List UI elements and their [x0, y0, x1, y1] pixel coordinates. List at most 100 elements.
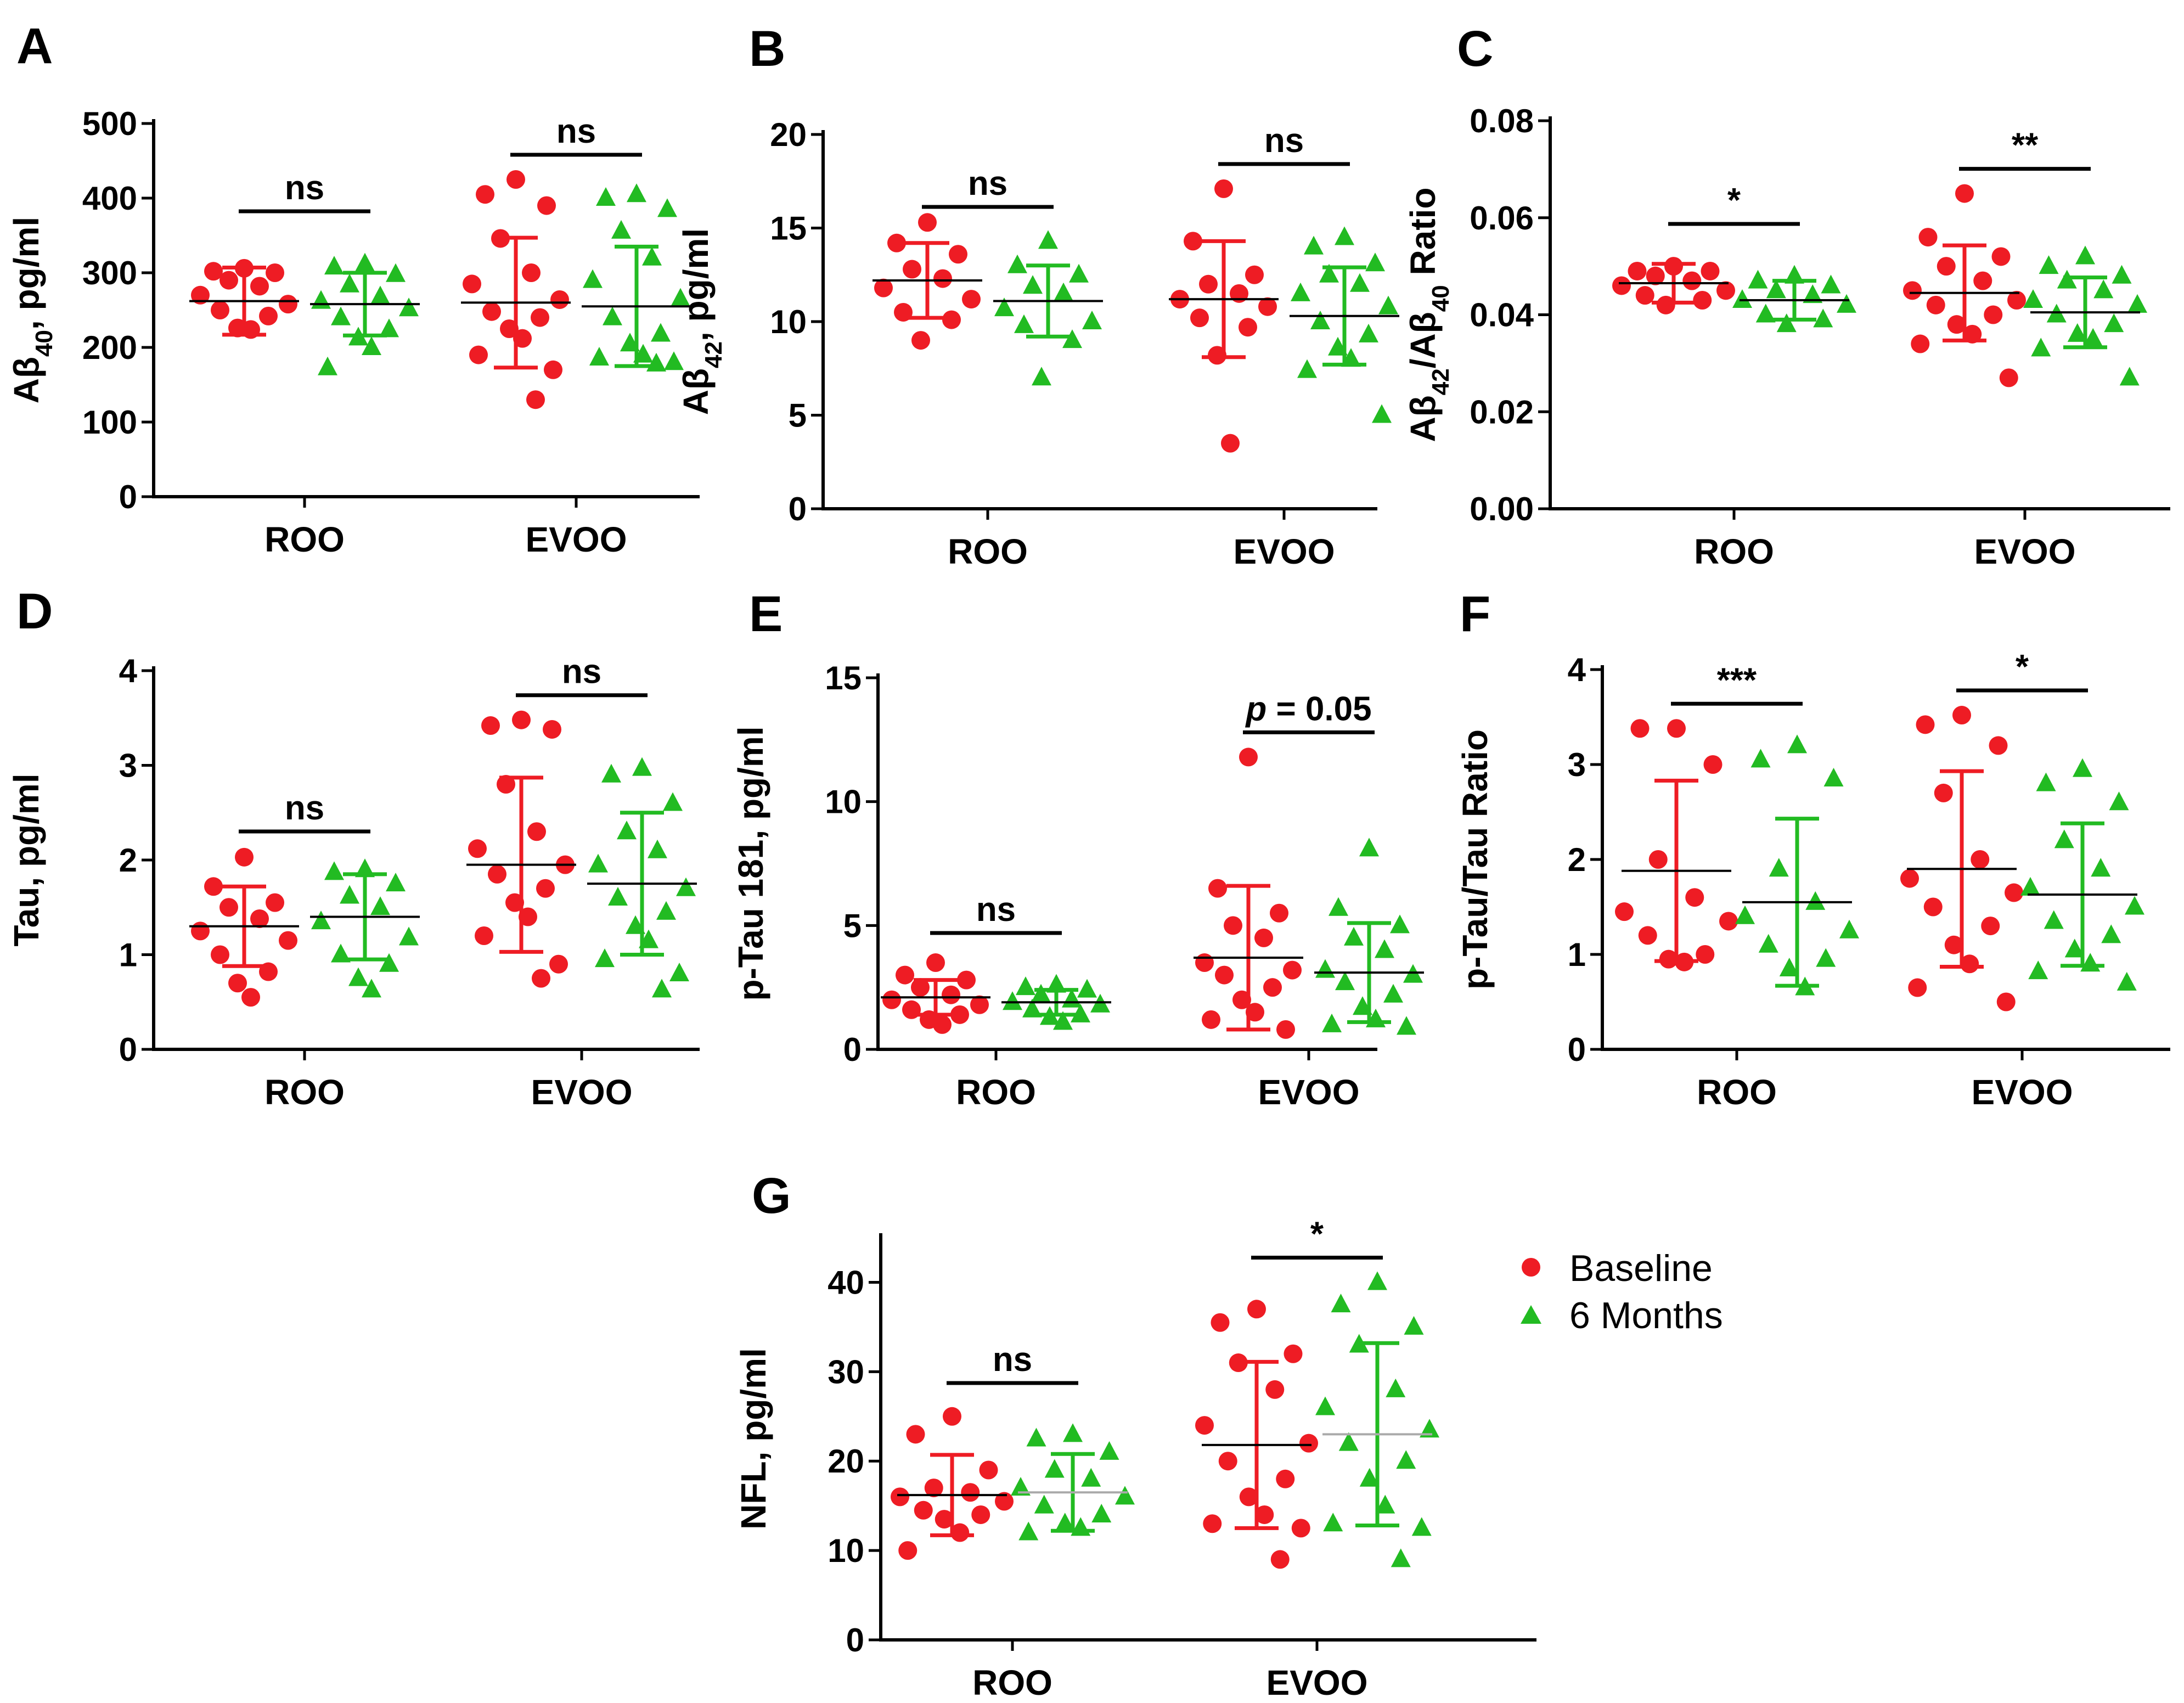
- data-point: [1032, 367, 1051, 386]
- data-point: [1218, 1452, 1237, 1471]
- data-point: [656, 901, 676, 920]
- group-roo-6-months: [1011, 1423, 1135, 1541]
- data-point: [532, 969, 550, 988]
- data-point: [957, 970, 976, 990]
- y-tick-label: 300: [82, 255, 137, 291]
- data-point: [1270, 903, 1288, 923]
- data-point: [2028, 960, 2048, 980]
- data-point: [1944, 935, 1963, 954]
- data-point: [1077, 979, 1097, 998]
- data-point: [601, 763, 621, 783]
- data-point: [1701, 261, 1720, 280]
- data-point: [1693, 290, 1712, 310]
- data-point: [1716, 281, 1735, 300]
- data-point: [2054, 829, 2074, 848]
- data-point: [1202, 1010, 1220, 1029]
- data-point: [1328, 336, 1348, 356]
- data-point: [1265, 1380, 1285, 1399]
- data-point: [2031, 338, 2051, 357]
- data-point: [1195, 953, 1214, 973]
- significance-label: ***: [1717, 661, 1757, 699]
- x-category-label: ROO: [264, 1072, 345, 1112]
- data-point: [1016, 976, 1035, 996]
- significance-roo: ns: [239, 169, 370, 213]
- x-category-label: ROO: [948, 532, 1028, 571]
- y-axis-title: Aβ42, pg/ml: [676, 228, 727, 415]
- data-point: [468, 839, 487, 858]
- data-point: [942, 985, 960, 1004]
- data-point: [2093, 279, 2114, 299]
- data-point: [1703, 755, 1723, 774]
- data-point: [1315, 1396, 1335, 1415]
- data-point: [2044, 910, 2064, 929]
- data-point: [1190, 308, 1209, 328]
- data-point: [596, 187, 616, 206]
- data-point: [2073, 758, 2092, 777]
- data-point: [1214, 179, 1233, 198]
- data-point: [1659, 949, 1678, 969]
- data-point: [1947, 315, 1966, 334]
- y-axis-title: p-Tau/Tau Ratio: [1455, 729, 1495, 990]
- data-point: [671, 288, 690, 307]
- data-point: [537, 196, 556, 215]
- data-point: [595, 948, 615, 968]
- y-tick-label: 0.08: [1470, 103, 1534, 139]
- y-tick-label: 0: [846, 1622, 864, 1659]
- data-point: [1270, 1550, 1290, 1569]
- y-tick-label: 30: [828, 1353, 864, 1390]
- panel-d: D 0 1 2 3 4 ROO EVOO Tau, pg/ml ns ns: [7, 583, 700, 1112]
- group-roo-6-months: [310, 858, 420, 998]
- data-point: [506, 170, 525, 189]
- data-point: [1803, 284, 1823, 303]
- data-point: [1215, 965, 1234, 985]
- data-point: [1063, 1423, 1083, 1442]
- data-point: [611, 220, 631, 239]
- data-point: [1046, 974, 1066, 993]
- significance-evoo: *: [1251, 1215, 1383, 1260]
- data-point: [1284, 1344, 1303, 1363]
- data-point: [2075, 245, 2095, 265]
- data-point: [1635, 286, 1654, 305]
- data-point: [1372, 404, 1392, 423]
- data-point: [475, 926, 493, 945]
- data-point: [1304, 235, 1324, 255]
- data-point: [370, 896, 390, 915]
- data-point: [664, 351, 684, 370]
- data-point: [355, 252, 375, 272]
- y-tick-label: 3: [119, 747, 137, 784]
- y-tick-label: 0.04: [1470, 297, 1534, 334]
- y-tick-label: 15: [825, 660, 862, 696]
- data-point: [211, 301, 229, 319]
- panel-letter: E: [749, 586, 783, 642]
- group-roo-baseline: [189, 847, 299, 1007]
- significance-label: p = 0.05: [1245, 690, 1371, 728]
- data-point: [2104, 313, 2124, 333]
- data-point: [1934, 783, 1953, 802]
- data-point: [497, 775, 515, 794]
- data-point: [386, 263, 406, 282]
- group-evoo-6-months: [1290, 226, 1399, 423]
- data-point: [1031, 983, 1051, 1003]
- data-point: [1349, 1334, 1369, 1353]
- data-point: [1053, 1011, 1073, 1030]
- data-point: [370, 285, 390, 305]
- data-point: [259, 962, 278, 981]
- data-point: [1239, 318, 1257, 337]
- data-point: [241, 988, 260, 1007]
- data-point: [1911, 334, 1930, 353]
- group-evoo-baseline: [1194, 747, 1303, 1039]
- data-point: [1696, 945, 1715, 964]
- data-point: [1062, 329, 1082, 349]
- data-point: [950, 1523, 970, 1542]
- data-point: [399, 926, 419, 946]
- data-point: [379, 953, 399, 972]
- data-point: [1937, 257, 1956, 276]
- data-point: [1628, 261, 1647, 280]
- data-point: [1203, 1514, 1222, 1533]
- x-category-label: EVOO: [1974, 532, 2076, 571]
- data-point: [1245, 265, 1264, 284]
- data-point: [1900, 869, 1919, 888]
- data-point: [1263, 978, 1282, 997]
- data-point: [874, 278, 893, 297]
